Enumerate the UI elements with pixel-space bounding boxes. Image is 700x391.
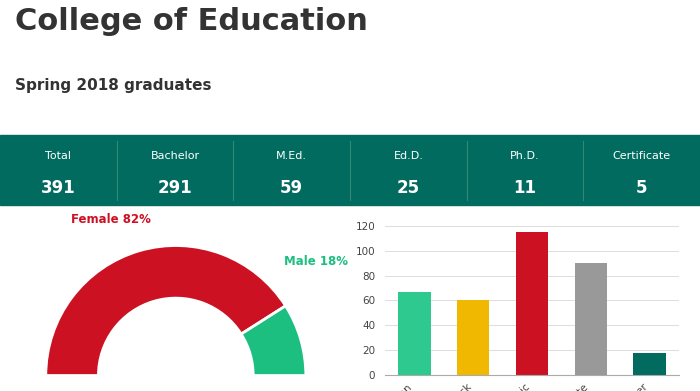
Text: 391: 391 — [41, 179, 76, 197]
Text: 59: 59 — [280, 179, 303, 197]
Text: Total: Total — [46, 151, 71, 161]
Wedge shape — [241, 306, 306, 375]
Bar — [575, 263, 607, 375]
Bar — [634, 353, 666, 375]
Bar — [516, 232, 548, 375]
Bar — [398, 292, 430, 375]
Text: College of Education: College of Education — [15, 7, 368, 36]
Bar — [457, 300, 489, 375]
Text: Male 18%: Male 18% — [284, 255, 348, 268]
Text: Spring 2018 graduates: Spring 2018 graduates — [15, 78, 212, 93]
Text: M.Ed.: M.Ed. — [276, 151, 307, 161]
Text: Certificate: Certificate — [612, 151, 671, 161]
Text: Ed.D.: Ed.D. — [393, 151, 424, 161]
Text: Female 82%: Female 82% — [71, 213, 150, 226]
Text: 291: 291 — [158, 179, 192, 197]
Text: Ph.D.: Ph.D. — [510, 151, 540, 161]
Text: 5: 5 — [636, 179, 648, 197]
Text: 11: 11 — [514, 179, 536, 197]
Text: 25: 25 — [397, 179, 420, 197]
Text: Bachelor: Bachelor — [150, 151, 200, 161]
Wedge shape — [46, 246, 286, 375]
